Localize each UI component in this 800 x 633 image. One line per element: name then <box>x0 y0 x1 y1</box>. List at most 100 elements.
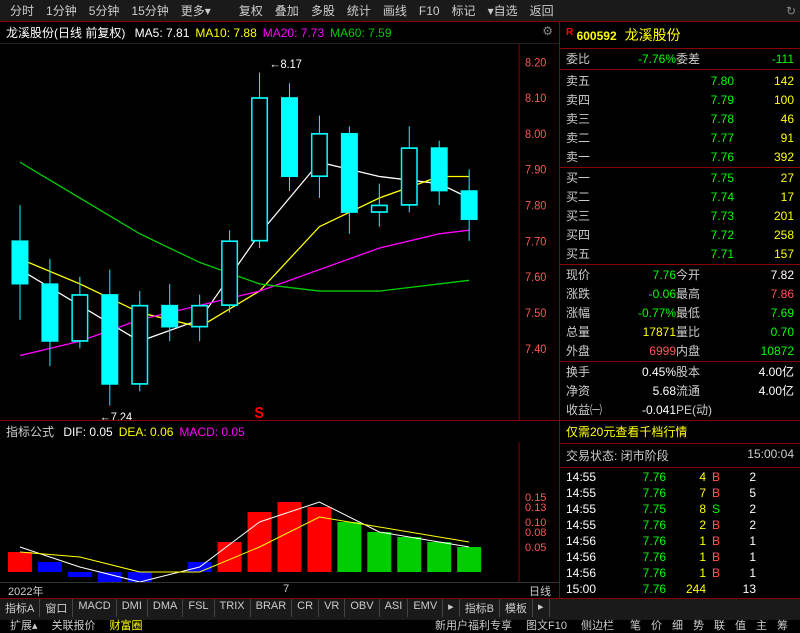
bottom-toolbar: 指标A窗口MACDDMIDMAFSLTRIXBRARCRVROBVASIEMV▸… <box>0 598 800 620</box>
bottom-button[interactable]: 财富圈 <box>104 617 149 633</box>
svg-text:0.05: 0.05 <box>525 542 546 554</box>
tape-row: 14:557.758S2 <box>560 501 800 517</box>
svg-text:7.90: 7.90 <box>525 164 546 177</box>
tool-button[interactable]: F10 <box>413 2 446 20</box>
tool-button[interactable]: 叠加 <box>269 2 305 20</box>
tool-button[interactable]: 标记 <box>446 2 482 20</box>
timeframe-tab[interactable]: 1分钟 <box>40 2 83 20</box>
tape-row: 14:567.761B1 <box>560 533 800 549</box>
timeframe-tab[interactable]: 分时 <box>4 2 40 20</box>
svg-text:←8.17: ←8.17 <box>270 59 302 72</box>
chart-title: 龙溪股份(日线 前复权) <box>6 26 125 40</box>
info-row: 换手0.45%股本4.00亿 <box>560 362 800 381</box>
indicator-tab[interactable]: TRIX <box>215 599 251 617</box>
quote-panel: R 600592 龙溪股份 委比 -7.76% 委差 -111 卖五7.8014… <box>560 22 800 598</box>
detail-tab[interactable]: 势 <box>693 617 704 633</box>
time-axis: 2022年 7 日线 <box>0 582 559 598</box>
time-axis-right: 日线 <box>529 583 551 598</box>
refresh-icon[interactable]: ↻ <box>786 4 796 18</box>
tape-row: 14:567.761B1 <box>560 549 800 565</box>
timeframe-tab[interactable]: 更多▾ <box>175 2 217 20</box>
chart-header: 龙溪股份(日线 前复权) MA5: 7.81MA10: 7.88MA20: 7.… <box>0 22 559 44</box>
tape-row: 14:557.767B5 <box>560 485 800 501</box>
indicator-tab[interactable]: EMV <box>408 599 443 617</box>
info-row: 收益㈠-0.041PE(动) <box>560 400 800 419</box>
tape-row: 15:007.7624413 <box>560 581 800 597</box>
order-row: 买五7.71157 <box>560 244 800 263</box>
svg-text:7.80: 7.80 <box>525 200 546 213</box>
order-row: 买三7.73201 <box>560 206 800 225</box>
indicator-tab[interactable]: DMI <box>117 599 148 617</box>
info-row: 总量17871量比0.70 <box>560 322 800 341</box>
promo-text[interactable]: 仅需20元查看千档行情 <box>560 421 800 442</box>
timeframe-tab[interactable]: 15分钟 <box>125 2 174 20</box>
detail-tab[interactable]: 筹 <box>777 617 788 633</box>
stock-name: 龙溪股份 <box>625 25 681 45</box>
tool-button[interactable]: 统计 <box>341 2 377 20</box>
svg-text:8.20: 8.20 <box>525 57 546 70</box>
bottom-button[interactable]: 关联报价 <box>46 617 102 633</box>
candlestick-chart[interactable]: 8.208.108.007.907.807.707.607.507.40←8.1… <box>0 44 559 420</box>
order-row: 卖四7.79100 <box>560 90 800 109</box>
tool-button[interactable]: ▾自选 <box>482 2 524 20</box>
order-row: 卖五7.80142 <box>560 71 800 90</box>
commit-row: 委比 -7.76% 委差 -111 <box>560 49 800 68</box>
indicator-tab[interactable]: 指标A <box>0 599 40 617</box>
tool-button[interactable]: 复权 <box>233 2 269 20</box>
stock-title: R 600592 龙溪股份 <box>560 22 800 49</box>
detail-tab[interactable]: 值 <box>735 617 746 633</box>
time-axis-left: 2022年 <box>8 583 43 598</box>
info-row: 涨跌-0.06最高7.86 <box>560 284 800 303</box>
timeframe-tab[interactable]: 5分钟 <box>83 2 126 20</box>
gear-icon[interactable]: ⚙ <box>542 24 553 38</box>
detail-tab[interactable]: 笔 <box>630 617 641 633</box>
chart-panel: 龙溪股份(日线 前复权) MA5: 7.81MA10: 7.88MA20: 7.… <box>0 22 560 598</box>
svg-text:7.70: 7.70 <box>525 236 546 249</box>
info-row: 净资5.68流通4.00亿 <box>560 381 800 400</box>
detail-tab[interactable]: 联 <box>714 617 725 633</box>
indicator-tab[interactable]: MACD <box>73 599 116 617</box>
tape-row: 14:557.762B2 <box>560 517 800 533</box>
tool-button[interactable]: 画线 <box>377 2 413 20</box>
tool-button[interactable]: 多股 <box>305 2 341 20</box>
svg-text:0.13: 0.13 <box>525 502 546 514</box>
ma-label: MA60: 7.59 <box>330 26 391 40</box>
bottom-button[interactable]: 扩展▴ <box>4 617 44 633</box>
top-toolbar: 分时1分钟5分钟15分钟更多▾ 复权叠加多股统计画线F10标记▾自选返回 ↻ <box>0 0 800 22</box>
indicator-tab[interactable]: DMA <box>148 599 183 617</box>
order-row: 卖二7.7791 <box>560 128 800 147</box>
order-row: 卖一7.76392 <box>560 147 800 166</box>
macd-label: 指标公式 <box>6 425 54 439</box>
dif-label: DIF: 0.05 <box>63 425 112 439</box>
indicator-tab[interactable]: OBV <box>345 599 379 617</box>
order-row: 买二7.7417 <box>560 187 800 206</box>
svg-text:7.60: 7.60 <box>525 272 546 285</box>
bottom-button[interactable]: 侧边栏 <box>575 617 620 633</box>
indicator-tab[interactable]: BRAR <box>251 599 293 617</box>
svg-text:7.50: 7.50 <box>525 308 546 321</box>
svg-text:S: S <box>255 405 264 420</box>
stock-code: R 600592 <box>566 27 617 43</box>
indicator-tab[interactable]: ▸ <box>533 599 550 617</box>
svg-text:8.10: 8.10 <box>525 93 546 106</box>
bottom-button[interactable]: 新用户福利专享 <box>429 617 518 633</box>
indicator-tab[interactable]: FSL <box>183 599 214 617</box>
tool-button[interactable]: 返回 <box>524 2 560 20</box>
info-row: 现价7.76今开7.82 <box>560 265 800 284</box>
macd-chart[interactable]: 0.150.130.100.080.05 <box>0 442 559 582</box>
detail-tab[interactable]: 价 <box>651 617 662 633</box>
trade-status: 交易状态: 闭市阶段15:00:04 <box>560 445 800 466</box>
indicator-tab[interactable]: VR <box>319 599 345 617</box>
indicator-tab[interactable]: 模板 <box>500 599 533 617</box>
indicator-tab[interactable]: ▸ <box>443 599 460 617</box>
detail-tab[interactable]: 主 <box>756 617 767 633</box>
detail-tab[interactable]: 细 <box>672 617 683 633</box>
bottom-button[interactable]: 图文F10 <box>520 617 573 633</box>
indicator-tab[interactable]: 指标B <box>460 599 500 617</box>
indicator-tab[interactable]: 窗口 <box>40 599 73 617</box>
indicator-tab[interactable]: CR <box>292 599 319 617</box>
order-row: 买四7.72258 <box>560 225 800 244</box>
indicator-tab[interactable]: ASI <box>380 599 409 617</box>
dea-label: DEA: 0.06 <box>119 425 174 439</box>
ma-label: MA20: 7.73 <box>263 26 324 40</box>
